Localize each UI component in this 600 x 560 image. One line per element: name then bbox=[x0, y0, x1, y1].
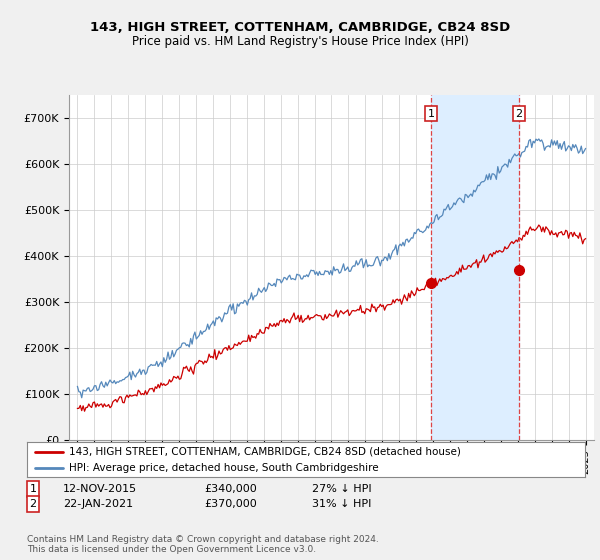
Text: £370,000: £370,000 bbox=[204, 499, 257, 509]
Text: Contains HM Land Registry data © Crown copyright and database right 2024.
This d: Contains HM Land Registry data © Crown c… bbox=[27, 535, 379, 554]
Text: 2: 2 bbox=[515, 109, 523, 119]
Text: 12-NOV-2015: 12-NOV-2015 bbox=[63, 484, 137, 494]
Text: 1: 1 bbox=[427, 109, 434, 119]
Text: HPI: Average price, detached house, South Cambridgeshire: HPI: Average price, detached house, Sout… bbox=[69, 463, 379, 473]
Text: 143, HIGH STREET, COTTENHAM, CAMBRIDGE, CB24 8SD (detached house): 143, HIGH STREET, COTTENHAM, CAMBRIDGE, … bbox=[69, 447, 461, 457]
Text: 27% ↓ HPI: 27% ↓ HPI bbox=[312, 484, 371, 494]
Text: 1: 1 bbox=[29, 484, 37, 494]
Text: 22-JAN-2021: 22-JAN-2021 bbox=[63, 499, 133, 509]
Text: 31% ↓ HPI: 31% ↓ HPI bbox=[312, 499, 371, 509]
Text: Price paid vs. HM Land Registry's House Price Index (HPI): Price paid vs. HM Land Registry's House … bbox=[131, 35, 469, 48]
Text: £340,000: £340,000 bbox=[204, 484, 257, 494]
Bar bbox=[431, 95, 519, 440]
Text: 2: 2 bbox=[29, 499, 37, 509]
Text: 143, HIGH STREET, COTTENHAM, CAMBRIDGE, CB24 8SD: 143, HIGH STREET, COTTENHAM, CAMBRIDGE, … bbox=[90, 21, 510, 34]
